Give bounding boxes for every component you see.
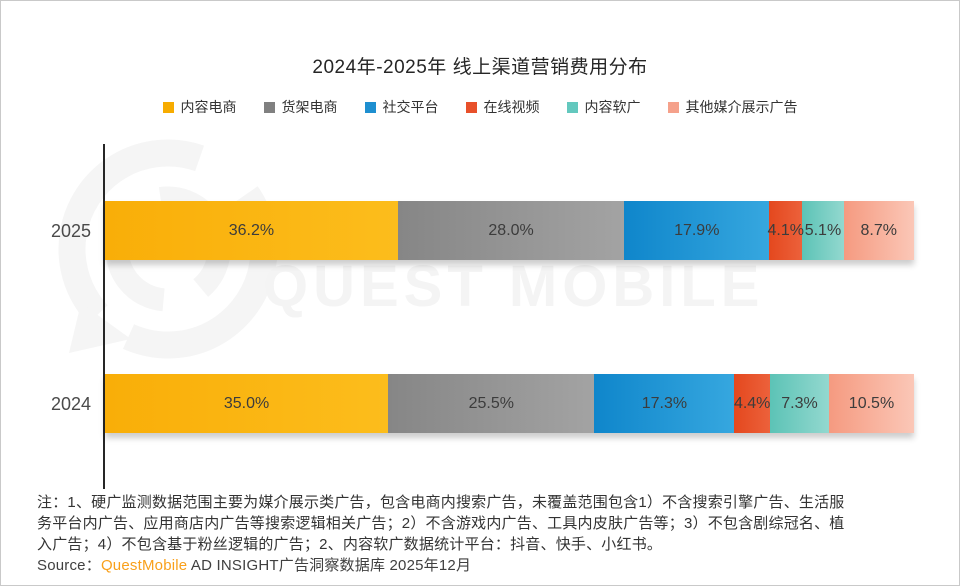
legend-swatch-icon <box>364 101 376 113</box>
legend-item-3: 在线视频 <box>465 97 540 117</box>
bar-segment-2024-货架电商: 25.5% <box>388 374 595 433</box>
legend-swatch-icon <box>465 101 477 113</box>
bar-segment-2025-内容电商: 36.2% <box>105 201 398 260</box>
note-line-2: 务平台内广告、应用商店内广告等搜索逻辑相关广告；2）不含游戏内广告、工具内皮肤广… <box>37 515 845 532</box>
y-axis-line <box>103 144 105 489</box>
bar-segment-2024-内容电商: 35.0% <box>105 374 389 433</box>
legend-item-1: 货架电商 <box>263 97 338 117</box>
note-line-3: 入广告；4）不包含基于粉丝逻辑的广告；2、内容软广数据统计平台：抖音、快手、小红… <box>37 536 663 553</box>
legend-swatch-icon <box>566 101 578 113</box>
bar-segment-label: 10.5% <box>848 394 895 412</box>
bar-segment-2025-内容软广: 5.1% <box>802 201 844 260</box>
legend-swatch-icon <box>263 101 275 113</box>
watermark-text: QUEST MOBILE <box>263 254 765 319</box>
legend: 内容电商 货架电商 社交平台 在线视频 内容软广 其他媒介展示广告 <box>1 97 959 117</box>
category-label-2025: 2025 <box>50 220 91 241</box>
bar-segment-label: 35.0% <box>223 394 270 412</box>
bar-segment-label: 17.3% <box>641 394 688 412</box>
bar-segment-label: 17.9% <box>674 221 720 239</box>
legend-item-5: 其他媒介展示广告 <box>667 97 798 117</box>
legend-swatch-icon <box>667 101 679 113</box>
page-title: 2024年-2025年 线上渠道营销费用分布 <box>312 57 648 78</box>
bar-segment-2025-社交平台: 17.9% <box>624 201 770 260</box>
bar-segment-2024-内容软广: 7.3% <box>769 374 830 433</box>
legend-label: 内容软广 <box>584 99 641 115</box>
bar-segment-label: 8.7% <box>860 221 897 239</box>
legend-label: 社交平台 <box>382 99 439 115</box>
bar-segment-label: 4.1% <box>767 221 804 239</box>
legend-label: 货架电商 <box>281 99 338 115</box>
source-line: Source：QuestMobile AD INSIGHT广告洞察数据库 202… <box>37 555 929 576</box>
bar-segment-label: 28.0% <box>488 221 534 239</box>
legend-label: 在线视频 <box>483 99 540 115</box>
source-prefix: Source： <box>37 557 101 574</box>
legend-item-0: 内容电商 <box>162 97 237 117</box>
bar-segment-label: 5.1% <box>804 221 842 239</box>
bar-segment-2024-社交平台: 17.3% <box>594 374 735 433</box>
legend-item-2: 社交平台 <box>364 97 439 117</box>
bar-segment-2025-其他媒介展示广告: 8.7% <box>843 201 914 260</box>
category-label-2024: 2024 <box>50 393 91 414</box>
bar-segment-label: 25.5% <box>468 394 514 412</box>
legend-label: 其他媒介展示广告 <box>685 99 798 115</box>
bar-row-2025: 36.2% 28.0% 17.9% 4.1% 5.1% 8.7% <box>105 201 914 260</box>
source-brand: QuestMobile <box>100 557 188 574</box>
bar-segment-2024-其他媒介展示广告: 10.5% <box>829 374 914 433</box>
bar-segment-2025-货架电商: 28.0% <box>397 201 625 260</box>
legend-item-4: 内容软广 <box>566 97 641 117</box>
note-line-1: 注：1、硬广监测数据范围主要为媒介展示类广告，包含电商内搜索广告，未覆盖范围包含… <box>37 494 845 511</box>
bar-row-2024: 35.0% 25.5% 17.3% 4.4% 7.3% 10.5% <box>105 374 914 433</box>
bar-segment-label: 4.4% <box>733 394 771 412</box>
notes: 注：1、硬广监测数据范围主要为媒介展示类广告，包含电商内搜索广告，未覆盖范围包含… <box>37 492 929 576</box>
legend-swatch-icon <box>162 101 174 113</box>
legend-label: 内容电商 <box>180 99 237 115</box>
bar-segment-2025-在线视频: 4.1% <box>767 201 804 260</box>
source-rest: AD INSIGHT广告洞察数据库 2025年12月 <box>187 557 472 574</box>
bar-segment-label: 7.3% <box>781 394 818 412</box>
bar-segment-label: 36.2% <box>228 221 275 239</box>
bar-segment-2024-在线视频: 4.4% <box>734 374 770 433</box>
